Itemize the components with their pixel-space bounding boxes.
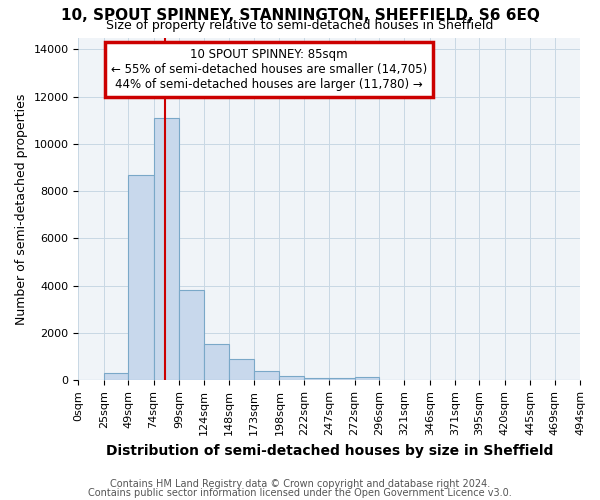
Bar — [254, 372, 280, 380]
Bar — [229, 359, 254, 380]
Bar — [355, 377, 379, 380]
X-axis label: Distribution of semi-detached houses by size in Sheffield: Distribution of semi-detached houses by … — [106, 444, 553, 458]
Bar — [329, 378, 355, 380]
Bar — [154, 118, 179, 380]
Text: Contains public sector information licensed under the Open Government Licence v3: Contains public sector information licen… — [88, 488, 512, 498]
Y-axis label: Number of semi-detached properties: Number of semi-detached properties — [15, 93, 28, 324]
Bar — [280, 376, 304, 380]
Text: Size of property relative to semi-detached houses in Sheffield: Size of property relative to semi-detach… — [106, 19, 494, 32]
Text: 10, SPOUT SPINNEY, STANNINGTON, SHEFFIELD, S6 6EQ: 10, SPOUT SPINNEY, STANNINGTON, SHEFFIEL… — [61, 8, 539, 22]
Bar — [205, 344, 229, 380]
Bar — [128, 174, 154, 380]
Bar — [304, 378, 329, 380]
Text: Contains HM Land Registry data © Crown copyright and database right 2024.: Contains HM Land Registry data © Crown c… — [110, 479, 490, 489]
Bar — [104, 373, 128, 380]
Bar — [179, 290, 205, 380]
Text: 10 SPOUT SPINNEY: 85sqm
← 55% of semi-detached houses are smaller (14,705)
44% o: 10 SPOUT SPINNEY: 85sqm ← 55% of semi-de… — [111, 48, 427, 91]
